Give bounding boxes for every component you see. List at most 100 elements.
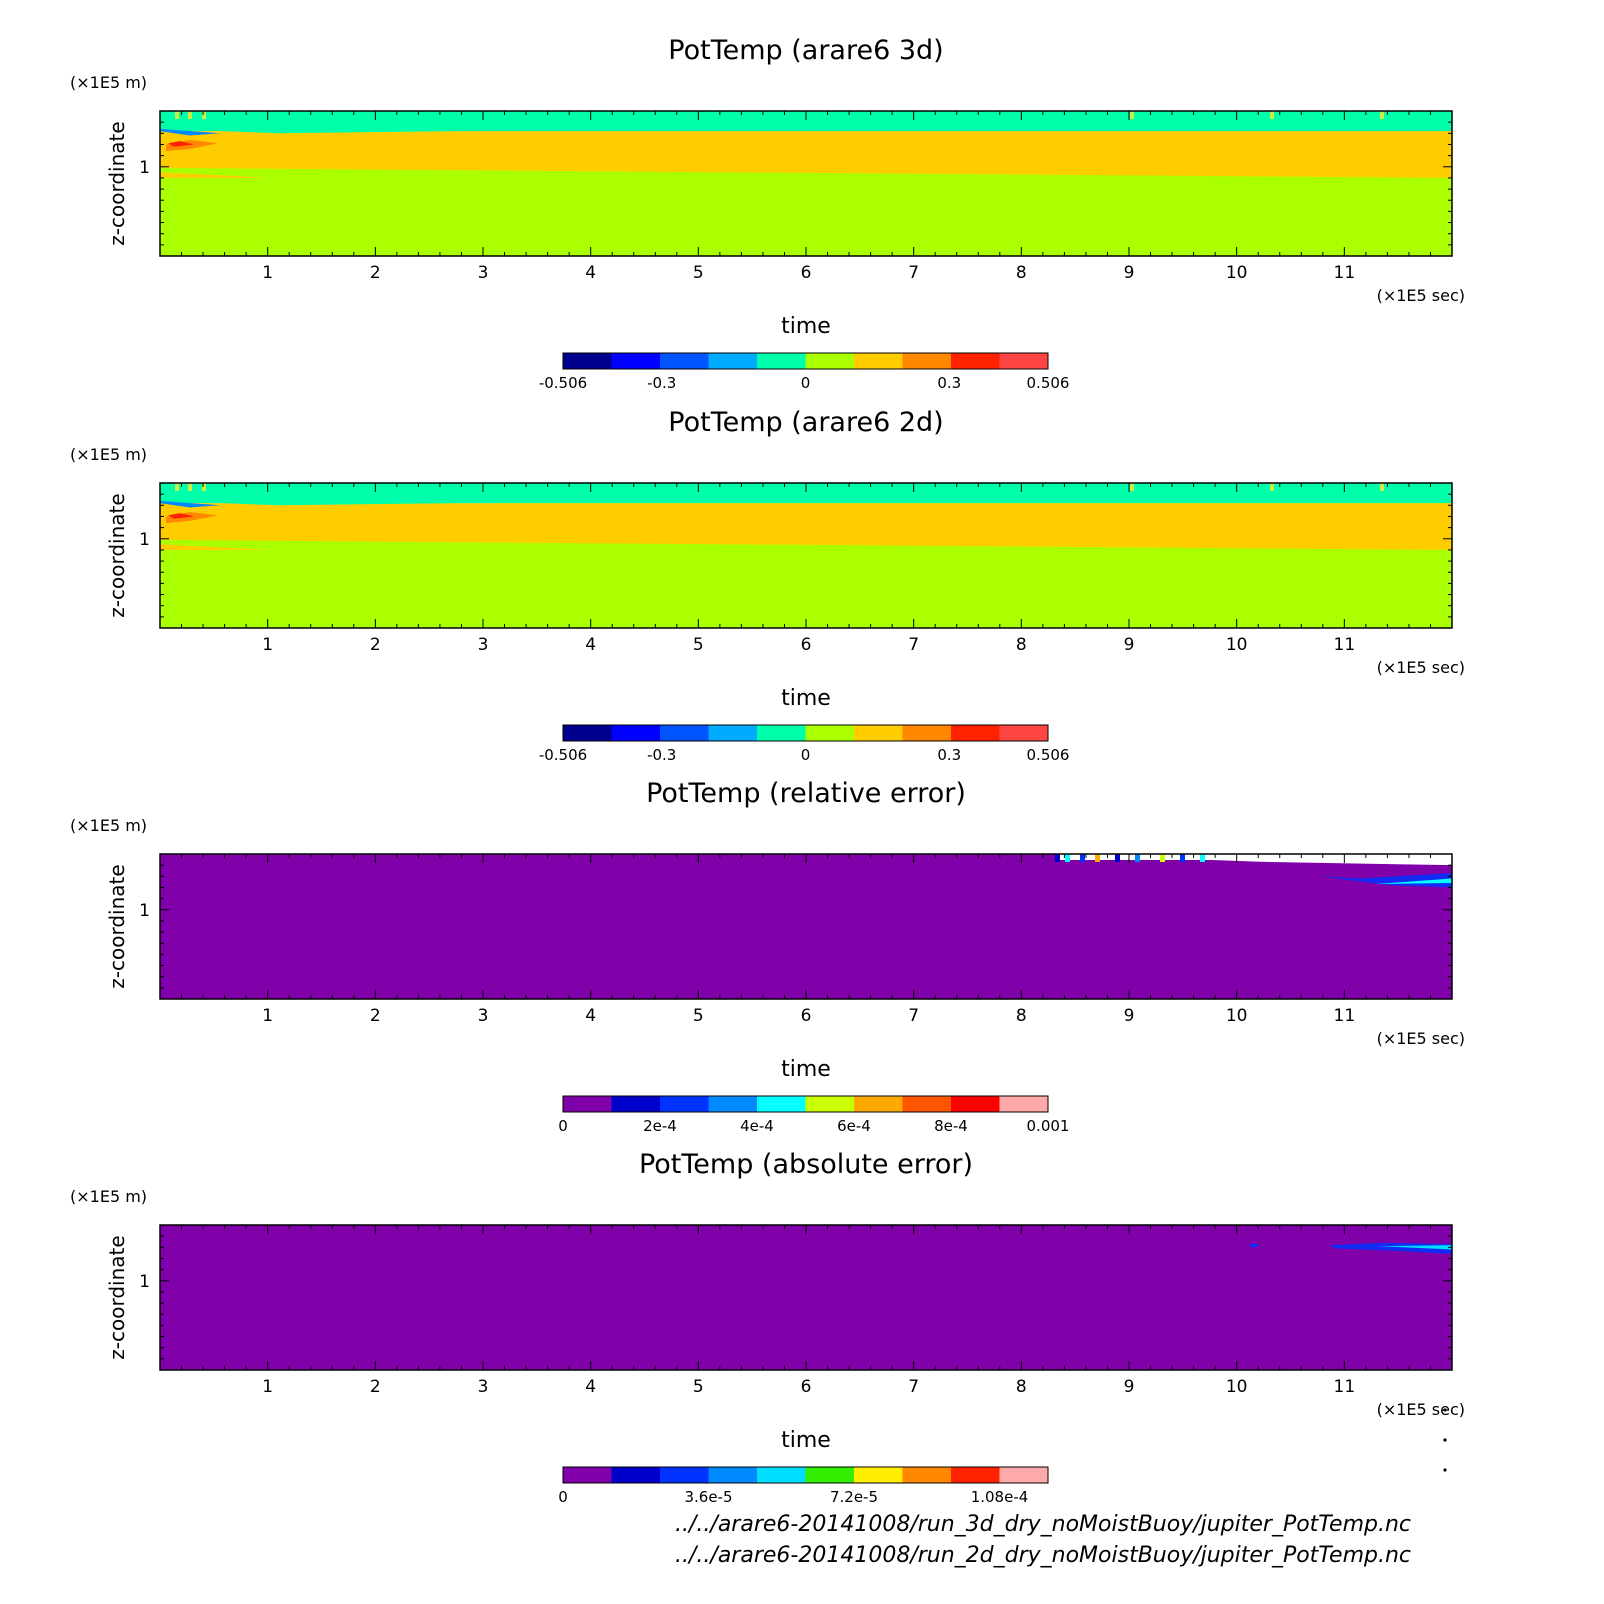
x-tick-label: 7 [908, 635, 919, 655]
colorbar-swatch [611, 1096, 661, 1112]
surface-blip [1380, 483, 1384, 491]
colorbar-swatch [805, 1096, 855, 1112]
x-axis-label: time [781, 1057, 831, 1082]
colorbar-tick-label: 0.3 [937, 374, 961, 392]
chart-title: PotTemp (relative error) [646, 778, 966, 809]
x-tick-label: 1 [262, 1006, 273, 1026]
colorbar-swatch [611, 1467, 661, 1483]
x-tick-label: 6 [801, 1377, 812, 1397]
colorbar-swatch [951, 353, 1000, 369]
colorbar-swatch [902, 353, 952, 369]
colorbar-swatch [757, 353, 806, 369]
x-tick-label: 2 [370, 1377, 381, 1397]
colorbar-swatch [563, 725, 612, 741]
colorbar-tick-label: -0.506 [539, 746, 587, 764]
colorbar-swatch [660, 1467, 709, 1483]
x-tick-label: 4 [585, 1377, 596, 1397]
x-unit-label: (×1E5 sec) [1377, 1029, 1465, 1048]
colorbar-swatch [708, 1467, 758, 1483]
colorbar-swatch [708, 1096, 758, 1112]
colorbar-tick-label: -0.3 [647, 746, 676, 764]
x-unit-label: (×1E5 sec) [1377, 286, 1465, 305]
chart-panel-1: PotTemp (arare6 3d)(×1E5 m)1 2 3 4 5 6 7 8 9 10 11… [70, 35, 1465, 392]
x-tick-label: 3 [478, 1006, 489, 1026]
field-band [160, 854, 1452, 999]
x-tick-label: 10 [1226, 1377, 1248, 1397]
x-tick-label: 2 [370, 263, 381, 283]
surface-blip [1270, 111, 1274, 119]
x-tick-label: 4 [585, 263, 596, 283]
warm-core [168, 513, 194, 519]
x-tick-label: 7 [908, 263, 919, 283]
field-band [160, 549, 1452, 628]
source-file-path-2d: ../../arare6-20141008/run_2d_dry_noMoist… [675, 1543, 1411, 1568]
colorbar-tick-label: 2e-4 [643, 1117, 677, 1135]
colorbar-tick-label: 3.6e-5 [684, 1488, 732, 1506]
colorbar-tick-label: 0.506 [1027, 746, 1070, 764]
surface-blip [1130, 111, 1134, 119]
undefined-region-edge [1110, 855, 1452, 866]
colorbar-swatch [757, 725, 806, 741]
x-unit-label: (×1E5 sec) [1377, 658, 1465, 677]
x-tick-label: 9 [1124, 1377, 1135, 1397]
y-tick-label: 1 [139, 901, 150, 921]
colorbar-tick-label: 0.001 [1027, 1117, 1070, 1135]
error-spike [1065, 854, 1070, 862]
chart-panel-2: PotTemp (arare6 2d)(×1E5 m)1 2 3 4 5 6 7 8 9 10 11… [70, 407, 1465, 764]
x-unit-label: (×1E5 sec) [1377, 1400, 1465, 1419]
x-tick-label: 11 [1334, 263, 1356, 283]
surface-blip [1270, 483, 1274, 491]
colorbar-swatch [805, 1467, 855, 1483]
x-tick-label: 5 [693, 1006, 704, 1026]
colorbar-swatch [660, 353, 709, 369]
colorbar-swatch [854, 1467, 903, 1483]
x-tick-label: 2 [370, 635, 381, 655]
colorbar-swatch [902, 1467, 952, 1483]
x-tick-label: 11 [1334, 635, 1356, 655]
surface-blip [1380, 111, 1384, 119]
colorbar-swatch [611, 725, 661, 741]
colorbar-swatch [563, 353, 612, 369]
y-unit-label: (×1E5 m) [70, 1187, 147, 1206]
x-tick-label: 6 [801, 263, 812, 283]
x-tick-label: 3 [478, 1377, 489, 1397]
x-tick-label: 9 [1124, 1006, 1135, 1026]
x-tick-label: 6 [801, 635, 812, 655]
x-tick-label: 8 [1016, 263, 1027, 283]
corner-dot [1443, 1438, 1447, 1442]
colorbar-swatch [902, 1096, 952, 1112]
colorbar-swatch [854, 725, 903, 741]
surface-blip [188, 483, 192, 491]
y-unit-label: (×1E5 m) [70, 445, 147, 464]
colorbar-tick-label: 7.2e-5 [830, 1488, 878, 1506]
x-tick-label: 8 [1016, 1377, 1027, 1397]
chart-panel-3: PotTemp (relative error) (×1E5 m) 1 2 3 4 5 6 7 8… [70, 778, 1465, 1135]
x-tick-label: 6 [801, 1006, 812, 1026]
colorbar-swatch [611, 353, 661, 369]
colorbar-swatch [805, 725, 855, 741]
x-axis-label: time [781, 1428, 831, 1453]
y-axis-label: z-coordinate [105, 121, 129, 245]
x-tick-label: 3 [478, 263, 489, 283]
colorbar-swatch [708, 725, 758, 741]
error-patch [1320, 872, 1452, 888]
colorbar-tick-label: 1.08e-4 [971, 1488, 1029, 1506]
error-speck [1250, 1243, 1258, 1247]
surface-blip [175, 483, 179, 491]
colorbar-frame [562, 352, 1049, 370]
chart-panel-4: PotTemp (absolute error) (×1E5 m) 1 2 3 4 5 6 7 8… [70, 1149, 1465, 1506]
x-tick-label: 5 [693, 263, 704, 283]
x-tick-label: 8 [1016, 635, 1027, 655]
colorbar-swatch [854, 1096, 903, 1112]
x-tick-label: 10 [1226, 1006, 1248, 1026]
y-tick-label: 1 [139, 1272, 150, 1292]
x-tick-label: 7 [908, 1006, 919, 1026]
y-axis-label: z-coordinate [105, 864, 129, 988]
chart-title: PotTemp (absolute error) [639, 1149, 973, 1180]
error-spike [1180, 854, 1185, 862]
y-tick-label: 1 [139, 530, 150, 550]
colorbar-tick-label: -0.3 [647, 374, 676, 392]
colorbar-tick-label: 0.506 [1027, 374, 1070, 392]
x-tick-label: 7 [908, 1377, 919, 1397]
y-axis-label: z-coordinate [105, 1235, 129, 1359]
